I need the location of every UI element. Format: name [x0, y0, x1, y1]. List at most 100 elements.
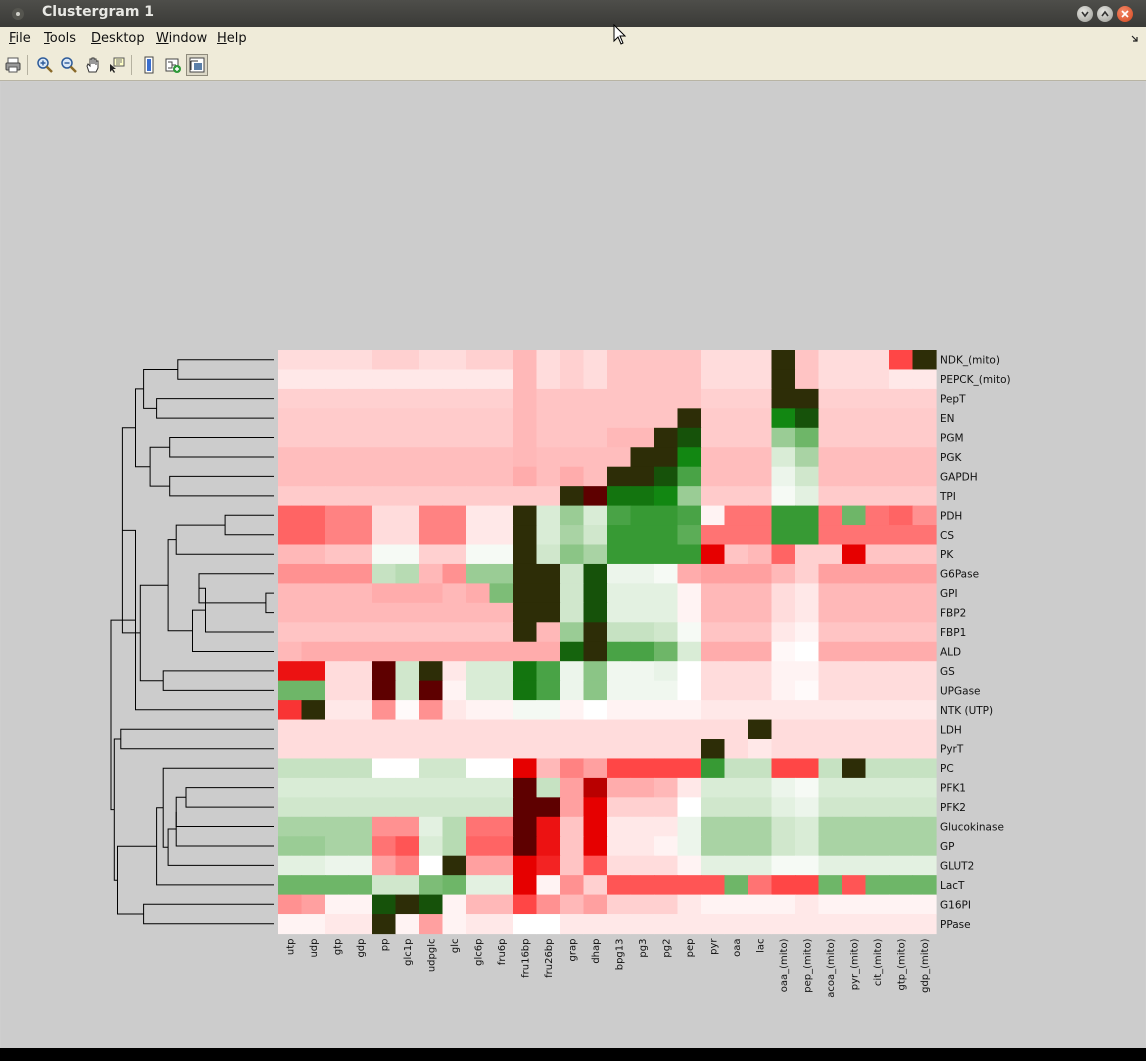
data-cursor-button[interactable] [106, 54, 128, 76]
heatmap-cell[interactable] [842, 719, 867, 740]
heatmap-cell[interactable] [348, 875, 373, 896]
heatmap-cell[interactable] [912, 758, 937, 779]
heatmap-cell[interactable] [536, 875, 561, 896]
heatmap-cell[interactable] [301, 622, 326, 643]
heatmap-cell[interactable] [607, 914, 632, 935]
heatmap-cell[interactable] [677, 739, 702, 760]
menu-window[interactable]: Window [156, 31, 208, 46]
heatmap-cell[interactable] [560, 661, 585, 682]
heatmap-cell[interactable] [842, 797, 867, 818]
heatmap-cell[interactable] [395, 369, 420, 390]
heatmap-cell[interactable] [301, 855, 326, 876]
heatmap-cell[interactable] [583, 855, 608, 876]
heatmap-cell[interactable] [278, 894, 303, 915]
heatmap-cell[interactable] [325, 680, 350, 701]
heatmap-cell[interactable] [583, 680, 608, 701]
heatmap-cell[interactable] [654, 505, 679, 526]
heatmap-cell[interactable] [278, 641, 303, 662]
heatmap-cell[interactable] [771, 777, 796, 798]
heatmap-cell[interactable] [278, 758, 303, 779]
heatmap-cell[interactable] [278, 388, 303, 409]
heatmap-cell[interactable] [865, 661, 890, 682]
heatmap-cell[interactable] [325, 855, 350, 876]
heatmap-cell[interactable] [677, 525, 702, 546]
heatmap-cell[interactable] [842, 505, 867, 526]
heatmap-cell[interactable] [889, 388, 914, 409]
heatmap-cell[interactable] [278, 408, 303, 429]
heatmap-cell[interactable] [325, 700, 350, 721]
heatmap-cell[interactable] [818, 369, 843, 390]
heatmap-cell[interactable] [301, 350, 326, 371]
heatmap-cell[interactable] [607, 836, 632, 857]
heatmap-cell[interactable] [630, 777, 655, 798]
heatmap-cell[interactable] [842, 855, 867, 876]
heatmap-cell[interactable] [348, 369, 373, 390]
heatmap-cell[interactable] [560, 388, 585, 409]
heatmap-cell[interactable] [677, 758, 702, 779]
heatmap-cell[interactable] [372, 700, 397, 721]
heatmap-cell[interactable] [513, 719, 538, 740]
heatmap-cell[interactable] [818, 525, 843, 546]
heatmap-cell[interactable] [489, 388, 514, 409]
heatmap-cell[interactable] [677, 680, 702, 701]
heatmap-cell[interactable] [630, 797, 655, 818]
heatmap-cell[interactable] [818, 680, 843, 701]
heatmap-cell[interactable] [301, 836, 326, 857]
heatmap-cell[interactable] [724, 388, 749, 409]
heatmap-cell[interactable] [771, 408, 796, 429]
heatmap-cell[interactable] [560, 505, 585, 526]
heatmap-cell[interactable] [654, 369, 679, 390]
heatmap-cell[interactable] [278, 777, 303, 798]
heatmap-cell[interactable] [325, 777, 350, 798]
heatmap-cell[interactable] [607, 505, 632, 526]
heatmap-cell[interactable] [771, 544, 796, 565]
heatmap-cell[interactable] [607, 525, 632, 546]
heatmap-cell[interactable] [489, 836, 514, 857]
heatmap-cell[interactable] [701, 622, 726, 643]
heatmap-cell[interactable] [724, 505, 749, 526]
heatmap-cell[interactable] [795, 739, 820, 760]
heatmap-cell[interactable] [701, 777, 726, 798]
heatmap-cell[interactable] [325, 583, 350, 604]
heatmap-cell[interactable] [607, 563, 632, 584]
heatmap-cell[interactable] [536, 816, 561, 837]
heatmap-cell[interactable] [842, 486, 867, 507]
heatmap-cell[interactable] [748, 855, 773, 876]
heatmap-cell[interactable] [325, 622, 350, 643]
heatmap-cell[interactable] [466, 466, 491, 487]
heatmap-cell[interactable] [466, 797, 491, 818]
heatmap-cell[interactable] [748, 583, 773, 604]
heatmap-cell[interactable] [348, 466, 373, 487]
heatmap-cell[interactable] [372, 875, 397, 896]
heatmap-cell[interactable] [536, 602, 561, 623]
heatmap-cell[interactable] [795, 369, 820, 390]
heatmap-cell[interactable] [583, 836, 608, 857]
heatmap-cell[interactable] [395, 544, 420, 565]
heatmap-cell[interactable] [301, 544, 326, 565]
heatmap-cell[interactable] [912, 486, 937, 507]
heatmap-cell[interactable] [372, 855, 397, 876]
heatmap-cell[interactable] [489, 408, 514, 429]
heatmap-cell[interactable] [912, 894, 937, 915]
heatmap-cell[interactable] [818, 816, 843, 837]
heatmap-cell[interactable] [654, 408, 679, 429]
heatmap-cell[interactable] [654, 816, 679, 837]
heatmap-cell[interactable] [536, 525, 561, 546]
heatmap-cell[interactable] [677, 602, 702, 623]
heatmap-cell[interactable] [677, 447, 702, 468]
heatmap-cell[interactable] [536, 914, 561, 935]
heatmap-cell[interactable] [489, 816, 514, 837]
heatmap-cell[interactable] [677, 875, 702, 896]
heatmap-cell[interactable] [654, 719, 679, 740]
heatmap-cell[interactable] [912, 797, 937, 818]
heatmap-cell[interactable] [724, 719, 749, 740]
heatmap-cell[interactable] [724, 797, 749, 818]
heatmap-cell[interactable] [865, 525, 890, 546]
heatmap-cell[interactable] [513, 408, 538, 429]
heatmap-cell[interactable] [301, 486, 326, 507]
heatmap-cell[interactable] [912, 777, 937, 798]
heatmap-cell[interactable] [301, 875, 326, 896]
zoom-in-button[interactable] [34, 54, 56, 76]
heatmap-cell[interactable] [442, 427, 467, 448]
heatmap-cell[interactable] [560, 816, 585, 837]
